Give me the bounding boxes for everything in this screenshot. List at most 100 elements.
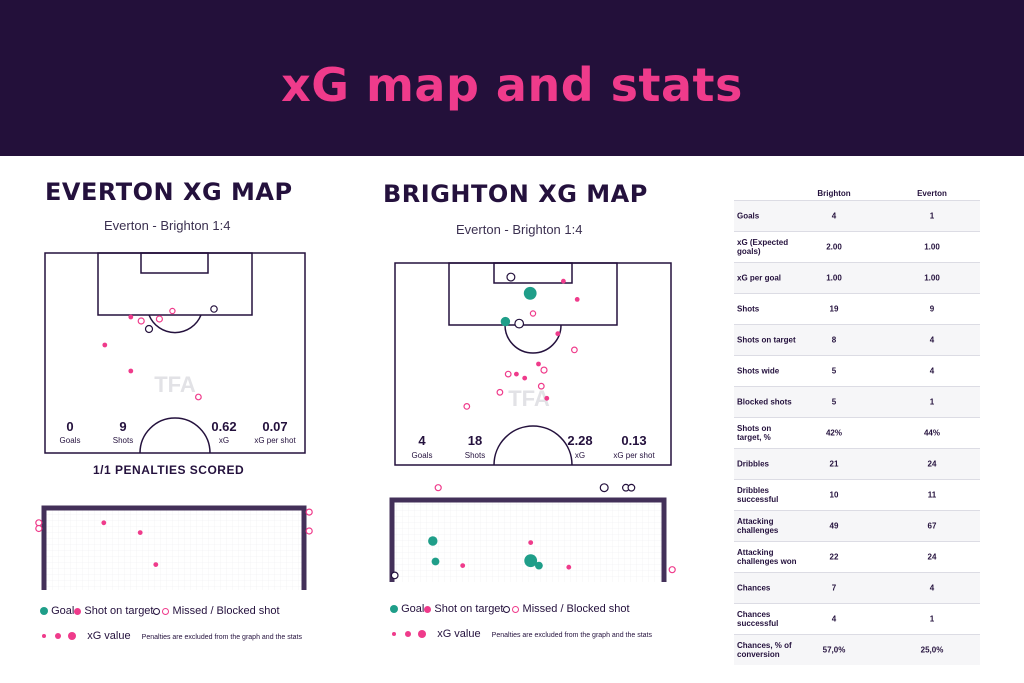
table-row: Chances, % of conversion 57,0% 25,0% [734,634,980,665]
missed-shot-marker [169,307,176,315]
table-row: Attacking challenges won 22 24 [734,541,980,572]
legend-missed-label: Missed / Blocked shot [522,603,630,615]
everton-value: 1 [929,397,935,407]
everton-stat-value: 9 [119,419,126,434]
brighton-stat-label: Goals [412,451,433,460]
missed-shot-marker [514,318,525,329]
everton-value: 11 [927,490,937,500]
brighton-value: 4 [831,211,837,221]
legend-missed-label: Missed / Blocked shot [172,605,280,617]
goal-shot-marker [524,554,538,568]
xg-small-icon [42,634,46,639]
brighton-value: 4 [831,614,837,624]
xg-small-icon [392,632,396,637]
everton-value: 44% [923,428,940,438]
table-row: Shots on target, % 42% 44% [734,417,980,448]
brighton-goal-frame [389,483,676,582]
on-target-shot-marker [522,375,528,381]
row-label: Dribbles [737,459,770,469]
missed-shot-marker [210,305,218,313]
brighton-value: 5 [831,397,837,407]
brighton-value: 57,0% [822,645,846,655]
brighton-map-title: BRIGHTON XG MAP [383,180,648,208]
on-target-shot-marker [555,331,561,337]
xg-medium-icon [55,633,62,640]
brighton-value: 42% [825,428,842,438]
table-row: Shots 19 9 [734,293,980,324]
brighton-xg-legend: xG value Penalties are excluded from the… [392,628,652,640]
everton-value: 1 [929,211,935,221]
everton-value: 24 [927,552,937,562]
brighton-legend: Goal Shot on target Missed / Blocked sho… [390,603,630,615]
on-target-shot-marker [153,562,159,567]
brighton-value: 49 [829,521,839,531]
brighton-value: 19 [829,304,839,314]
brighton-value: 5 [831,366,837,376]
missed-shot-marker [35,524,43,533]
on-target-swatch-icon [424,605,432,613]
header-banner: xG map and stats [0,0,1024,156]
goal-shot-marker [431,557,440,566]
everton-value: 4 [929,335,935,345]
missed-shot-marker [540,366,548,374]
everton-goal-frame [35,505,313,590]
everton-value: 25,0% [920,645,944,655]
table-row: Blocked shots 5 1 [734,386,980,417]
missed-shot-marker [35,519,43,527]
missed-shot-marker [390,571,399,580]
brighton-value: 2.00 [826,242,842,252]
on-target-swatch-icon [74,607,82,615]
row-label: Shots [737,304,760,314]
brighton-map-subtitle: Everton - Brighton 1:4 [456,222,583,237]
row-label: Attacking challenges [737,517,779,535]
on-target-shot-marker [574,297,580,302]
row-label: Attacking challenges won [737,548,797,566]
brighton-stat-value: 0.13 [621,433,646,448]
missed-shot-marker [627,483,636,492]
goal-swatch-icon [390,605,398,614]
table-row: Goals 4 1 [734,200,980,231]
table-row: Shots on target 8 4 [734,324,980,355]
xg-large-icon [68,632,77,641]
table-row: xG per goal 1.00 1.00 [734,262,980,293]
brighton-value: 21 [829,459,839,469]
everton-value: 1.00 [924,273,940,283]
on-target-shot-marker [544,395,550,401]
brighton-value: 22 [829,552,839,562]
table-row: Dribbles successful 10 11 [734,479,980,510]
brighton-value: 10 [829,490,839,500]
legend-note: Penalties are excluded from the graph an… [141,634,302,641]
legend-goal-label: Goal [401,603,425,615]
missed-shot-marker [305,508,313,516]
everton-map-title: EVERTON XG MAP [45,178,293,206]
blocked-swatch-icon [512,605,520,613]
blocked-swatch-icon [162,607,170,615]
everton-value: 67 [927,521,937,531]
row-label: Chances successful [737,610,779,628]
table-row: Chances 7 4 [734,572,980,603]
row-label: Chances, % of conversion [737,641,792,659]
row-label: Shots wide [737,366,780,376]
table-row: Chances successful 4 1 [734,603,980,634]
brighton-value: 7 [831,583,837,593]
brighton-stat-value: 2.28 [567,433,592,448]
everton-watermark: TFA [154,372,196,397]
brighton-stat-value: 4 [418,433,426,448]
brighton-stat-label: Shots [465,451,485,460]
legend-xg-label: xG value [437,628,481,640]
legend-goal-label: Goal [51,605,75,617]
missed-shot-marker [305,527,313,535]
column-header: Everton [917,189,947,198]
goal-shot-marker [500,316,511,327]
xg-large-icon [418,630,427,639]
row-label: Goals [737,211,760,221]
missed-shot-marker [537,382,545,390]
everton-value: 1.00 [924,242,940,252]
missed-shot-marker [144,324,154,334]
goal-shot-marker [535,561,543,570]
on-target-shot-marker [566,564,572,570]
on-target-shot-marker [528,540,534,545]
on-target-shot-marker [128,314,134,320]
on-target-shot-marker [137,530,143,535]
missed-swatch-icon [503,605,511,613]
